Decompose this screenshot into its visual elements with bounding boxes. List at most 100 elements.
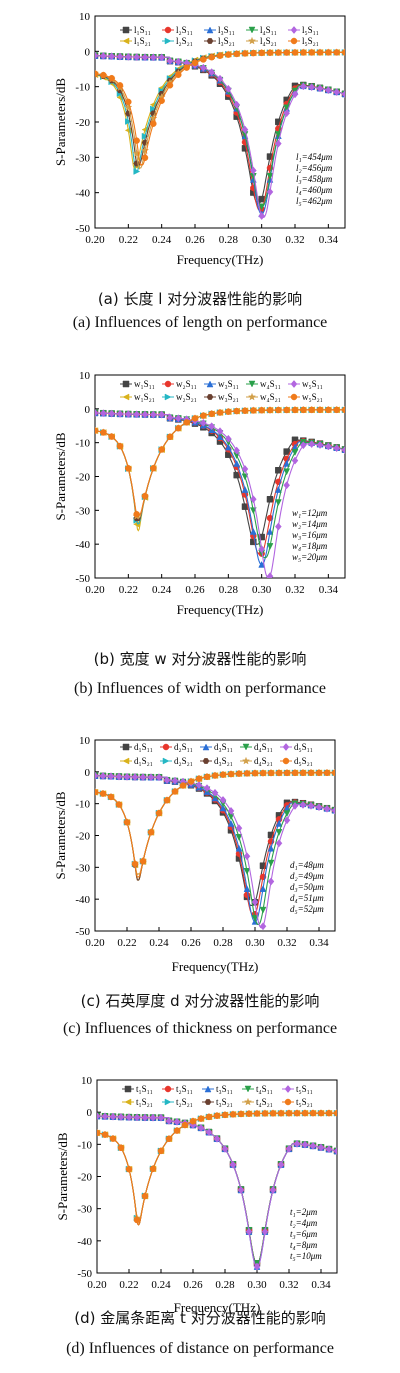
series-w₅-s11-point (216, 427, 224, 436)
series-d₅-s21-point (123, 819, 131, 826)
legend-label: l₅S₁₁ (302, 25, 319, 35)
series-d₅-s11-point (275, 839, 283, 848)
series-l₅-s11-point (283, 109, 290, 118)
series-w₄-s11-point (241, 473, 249, 481)
series-l₅-s11-point (208, 68, 215, 77)
series-t₅-s21-point (173, 1127, 181, 1134)
chart-thickness: 10 0 -10 -20 -30 -40 -500.20 0.22 0.24 0.26 0.28 0.… (53, 735, 336, 974)
series-d₅-s21-point (243, 770, 251, 777)
series-l₂-s21-point (141, 132, 149, 140)
series-d₃-s11-point (259, 885, 267, 892)
y-tick-label: -10 (77, 1139, 92, 1151)
y-tick-label: -50 (75, 573, 90, 585)
series-w₅-s21-point (266, 406, 274, 414)
caption-b-cn: (b) 宽度 w 对分波器性能的影响 (93, 650, 307, 668)
x-tick-label: 0.24 (149, 937, 169, 949)
series-w₅-s11-point (141, 410, 149, 419)
legend-label: l₁S₂₁ (134, 36, 151, 46)
series-w₅-s11-point (133, 410, 140, 419)
series-l₅-s21-point (100, 71, 107, 79)
series-d₃-s11-point (219, 804, 227, 812)
series-d₅-s21-point (283, 769, 291, 777)
annotation-label: t₂=4μm (290, 1218, 318, 1228)
legend-marker (122, 37, 130, 45)
y-tick-label: -10 (75, 438, 90, 450)
x-tick-label: 0.26 (183, 1279, 203, 1291)
series-t₅-s21-point (245, 1110, 253, 1117)
series-w₄-s11-point (291, 449, 299, 456)
series-l₅-s11-point (308, 83, 315, 92)
series-w₅-s11-point (308, 440, 315, 449)
series-l₅-s21-point (275, 49, 282, 56)
caption-d-en: (d) Influences of distance on performanc… (66, 1340, 334, 1357)
series-t₅-s11-point (221, 1144, 229, 1153)
legend-label: t₄S₁₁ (256, 1084, 273, 1094)
series-w₅-s21-point (258, 407, 265, 414)
series-w₅-s21-point (125, 465, 132, 472)
series-d₅-s11-point (331, 806, 335, 815)
y-tick-label: -10 (75, 82, 90, 94)
series-w₅-s21-point (100, 429, 107, 436)
series-l₅-s11-point (108, 52, 115, 61)
series-t₅-s11-point (197, 1123, 205, 1132)
series-d₅-s21-point (163, 797, 171, 804)
series-l₅-s21-point (216, 52, 224, 59)
series-t₅-s21-point (133, 1216, 141, 1224)
series-t₅-s11-point (165, 1116, 173, 1125)
annotation-label: l₂=456μm (296, 163, 333, 173)
series-d₅-s11-point (115, 772, 123, 781)
y-tick-label: 10 (79, 11, 91, 23)
series-w₅-s11-point (116, 409, 124, 418)
series-l₄-s21-point (140, 146, 150, 155)
annotation-label: t₃=6μm (290, 1229, 318, 1239)
series-t₅-s21-point (141, 1192, 149, 1200)
series-d₅-s21-point (115, 801, 123, 808)
y-tick-label: -20 (77, 1172, 92, 1184)
series-t₅-s21-point (293, 1110, 301, 1117)
series-l₅-s21-point (116, 82, 124, 89)
y-tick-label: 0 (85, 404, 91, 416)
caption-c-cn: (c) 石英厚度 d 对分波器性能的影响 (80, 992, 320, 1010)
plot-area (97, 1108, 337, 1271)
y-axis-label: S-Parameters/dB (55, 1132, 70, 1220)
series-l₅-s11-point (333, 88, 340, 97)
legend-marker (284, 1098, 292, 1106)
series-d₅-s11-point (227, 806, 235, 815)
series-w₃-s11-point (233, 459, 241, 467)
series-w₁-s11-point (275, 467, 282, 474)
caption-c-en: (c) Influences of thickness on performan… (62, 1020, 338, 1037)
series-d₅-s11-point (211, 788, 219, 797)
series-d₅-s21-point (179, 782, 187, 789)
series-w₅-s11-point (250, 495, 257, 504)
series-w₅-s11-point (316, 440, 324, 449)
series-d₄-s11-point (243, 868, 251, 875)
series-t₅-s21-point (197, 1115, 205, 1122)
series-t₅-s11-point (333, 1147, 337, 1156)
series-d₅-s11-point (131, 773, 139, 781)
series-d₅-s11-point (219, 795, 227, 804)
series-d₃-s11-point (267, 844, 275, 852)
legend-label: w₅S₁₁ (302, 379, 323, 389)
series-w₃-s11-point (258, 560, 266, 568)
x-tick-label: 0.34 (319, 584, 339, 596)
series-w₃-s11-point (274, 486, 282, 493)
series-l₅-s21-point (250, 49, 257, 57)
series-l₅-s11-point (250, 166, 257, 175)
series-t₅-s11-point (205, 1128, 213, 1137)
series-l₅-s21-point (191, 59, 199, 66)
series-w₅-s21-point (150, 465, 157, 472)
series-w₅-s11-point (225, 434, 232, 443)
series-d₅-s21-point (107, 793, 115, 801)
legend-marker (164, 380, 172, 388)
x-tick-label: 0.22 (119, 584, 138, 596)
series-l₅-s21-point (208, 54, 215, 61)
legend-marker (122, 757, 130, 765)
series-w₅-s11-point (333, 444, 340, 453)
legend-marker (164, 1085, 172, 1093)
series-d₅-s21-point (323, 769, 331, 776)
series-l₅-s11-point (150, 53, 157, 62)
legend-label: t₃S₂₁ (216, 1097, 233, 1107)
series-l₅-s21-point (266, 49, 274, 56)
panel-b: 10 0 -10 -20 -30 -40 -50 0.20 0.22 0.24 0.26 0.28 0.… (0, 360, 400, 660)
x-tick-label: 0.32 (285, 584, 304, 596)
